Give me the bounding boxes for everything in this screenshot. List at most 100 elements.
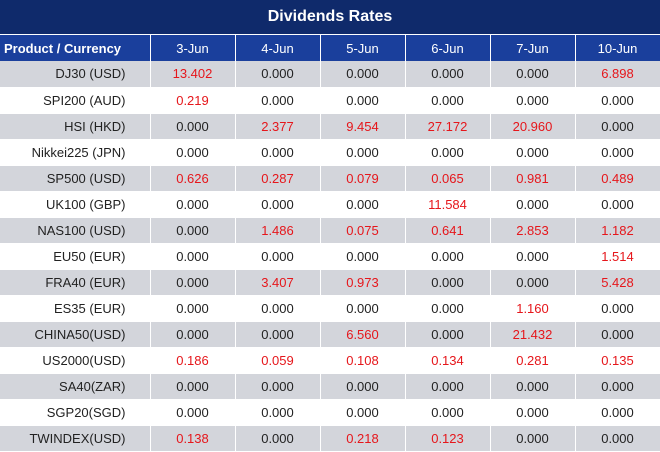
rate-cell: 0.000 [405, 269, 491, 296]
rate-cell: 0.219 [150, 87, 236, 114]
rate-cell: 1.182 [575, 217, 660, 244]
product-cell: SGP20(SGD) [0, 399, 151, 426]
product-cell: DJ30 (USD) [0, 61, 151, 88]
rate-cell: 0.000 [320, 61, 406, 88]
rate-cell: 0.000 [575, 295, 660, 322]
rate-cell: 0.108 [320, 347, 406, 374]
rate-cell: 0.981 [490, 165, 576, 192]
rate-cell: 0.138 [150, 425, 236, 452]
rate-cell: 0.000 [235, 243, 321, 270]
rate-cell: 0.000 [320, 295, 406, 322]
rate-cell: 0.287 [235, 165, 321, 192]
rate-cell: 0.000 [490, 87, 576, 114]
table-row: ES35 (EUR) 0.000 0.000 0.000 0.000 1.160 0.000 [0, 295, 660, 322]
rate-cell: 0.000 [320, 87, 406, 114]
rate-cell: 0.000 [490, 139, 576, 166]
rate-cell: 6.560 [320, 321, 406, 348]
rate-cell: 0.000 [235, 87, 321, 114]
rate-cell: 0.000 [405, 61, 491, 88]
rate-cell: 0.000 [405, 87, 491, 114]
rate-cell: 0.000 [490, 243, 576, 270]
product-cell: CHINA50(USD) [0, 321, 151, 348]
rate-cell: 0.000 [405, 295, 491, 322]
rate-cell: 5.428 [575, 269, 660, 296]
rate-cell: 0.000 [320, 139, 406, 166]
rate-cell: 2.853 [490, 217, 576, 244]
product-cell: FRA40 (EUR) [0, 269, 151, 296]
table-row: EU50 (EUR) 0.000 0.000 0.000 0.000 0.000 1.514 [0, 243, 660, 270]
rate-cell: 1.486 [235, 217, 321, 244]
product-cell: UK100 (GBP) [0, 191, 151, 218]
rate-cell: 0.134 [405, 347, 491, 374]
rate-cell: 20.960 [490, 113, 576, 140]
rate-cell: 0.000 [320, 191, 406, 218]
rate-cell: 0.489 [575, 165, 660, 192]
rate-cell: 0.000 [575, 399, 660, 426]
table-row: SPI200 (AUD) 0.219 0.000 0.000 0.000 0.000 0.0… [0, 87, 660, 114]
rate-cell: 27.172 [405, 113, 491, 140]
column-header-date: 7-Jun [490, 35, 576, 61]
rate-cell: 0.000 [490, 61, 576, 88]
rate-cell: 0.000 [405, 373, 491, 400]
rate-cell: 0.079 [320, 165, 406, 192]
column-header-date: 5-Jun [320, 35, 406, 61]
rate-cell: 0.000 [320, 373, 406, 400]
rate-cell: 0.000 [150, 399, 236, 426]
rate-cell: 0.218 [320, 425, 406, 452]
table-row: UK100 (GBP) 0.000 0.000 0.000 11.584 0.000 0.0… [0, 191, 660, 218]
rate-cell: 0.059 [235, 347, 321, 374]
table-row: NAS100 (USD) 0.000 1.486 0.075 0.641 2.853 1.1… [0, 217, 660, 244]
rate-cell: 0.135 [575, 347, 660, 374]
rate-cell: 0.000 [320, 399, 406, 426]
page-title: Dividends Rates [0, 0, 660, 35]
rate-cell: 0.000 [575, 425, 660, 452]
column-header-date: 4-Jun [235, 35, 321, 61]
rate-cell: 0.000 [320, 243, 406, 270]
rate-cell: 9.454 [320, 113, 406, 140]
rate-cell: 0.000 [150, 373, 236, 400]
table-row: Nikkei225 (JPN) 0.000 0.000 0.000 0.000 0.000… [0, 139, 660, 166]
column-header-date: 10-Jun [575, 35, 660, 61]
rate-cell: 21.432 [490, 321, 576, 348]
rate-cell: 0.000 [235, 295, 321, 322]
table-row: FRA40 (EUR) 0.000 3.407 0.973 0.000 0.000 5.42… [0, 269, 660, 296]
rate-cell: 0.000 [575, 191, 660, 218]
rate-cell: 0.000 [150, 321, 236, 348]
rate-cell: 0.281 [490, 347, 576, 374]
rate-cell: 11.584 [405, 191, 491, 218]
table-row: SP500 (USD) 0.626 0.287 0.079 0.065 0.981 0.48… [0, 165, 660, 192]
rate-cell: 0.075 [320, 217, 406, 244]
rate-cell: 0.000 [235, 321, 321, 348]
product-cell: TWINDEX(USD) [0, 425, 151, 452]
rate-cell: 0.000 [575, 321, 660, 348]
table-row: US2000(USD) 0.186 0.059 0.108 0.134 0.281 0.13… [0, 347, 660, 374]
rate-cell: 0.000 [150, 113, 236, 140]
rate-cell: 0.000 [235, 191, 321, 218]
product-cell: SA40(ZAR) [0, 373, 151, 400]
rate-cell: 0.000 [150, 295, 236, 322]
rate-cell: 0.000 [405, 243, 491, 270]
rate-cell: 0.000 [150, 269, 236, 296]
column-header-product: Product / Currency [0, 35, 151, 61]
rate-cell: 0.186 [150, 347, 236, 374]
rate-cell: 0.123 [405, 425, 491, 452]
dividends-table: Product / Currency 3-Jun 4-Jun 5-Jun 6-J… [0, 35, 660, 452]
product-cell: US2000(USD) [0, 347, 151, 374]
product-cell: ES35 (EUR) [0, 295, 151, 322]
rate-cell: 0.000 [150, 243, 236, 270]
column-header-date: 3-Jun [150, 35, 236, 61]
column-header-date: 6-Jun [405, 35, 491, 61]
product-cell: SP500 (USD) [0, 165, 151, 192]
rate-cell: 2.377 [235, 113, 321, 140]
table-row: SGP20(SGD) 0.000 0.000 0.000 0.000 0.000 0.000 [0, 399, 660, 426]
rate-cell: 3.407 [235, 269, 321, 296]
rate-cell: 0.000 [150, 191, 236, 218]
rate-cell: 0.000 [575, 113, 660, 140]
product-cell: SPI200 (AUD) [0, 87, 151, 114]
rate-cell: 0.000 [490, 399, 576, 426]
rate-cell: 0.626 [150, 165, 236, 192]
rate-cell: 0.000 [575, 139, 660, 166]
rate-cell: 1.160 [490, 295, 576, 322]
rate-cell: 13.402 [150, 61, 236, 88]
